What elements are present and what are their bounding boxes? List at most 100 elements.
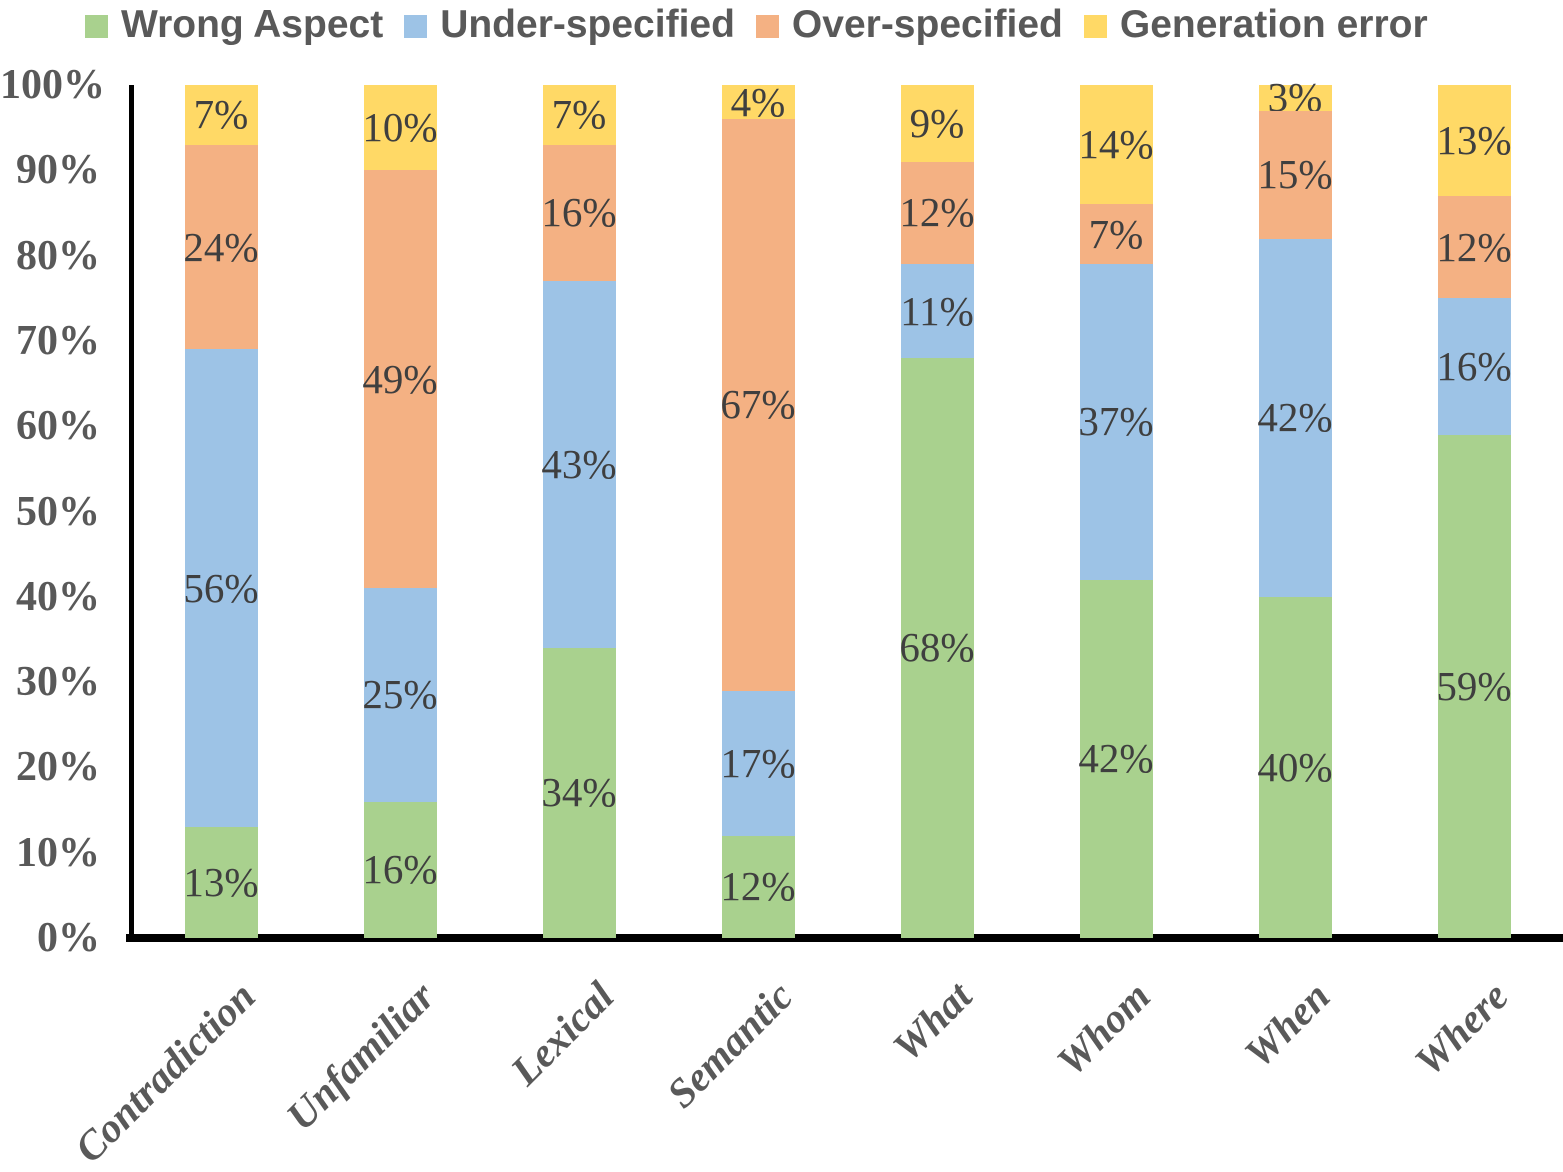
legend-label-over-specified: Over-specified xyxy=(791,3,1063,46)
segment-value-label: 7% xyxy=(193,91,249,138)
segment-value-label: 24% xyxy=(183,223,259,270)
segment-wrong-aspect-what: 68% xyxy=(899,357,975,938)
segment-value-label: 16% xyxy=(1436,342,1512,389)
x-label-whom: Whom xyxy=(1047,972,1160,1085)
x-label-lexical: Lexical xyxy=(501,972,623,1094)
segment-generation-error-lexical: 7% xyxy=(542,85,616,145)
legend-swatch-over-specified-icon xyxy=(755,15,779,38)
segment-value-label: 14% xyxy=(1078,121,1154,168)
y-tick-20-: 20% xyxy=(16,744,100,791)
segment-value-label: 68% xyxy=(899,624,975,671)
segment-wrong-aspect-where: 59% xyxy=(1436,434,1512,938)
segment-under-specified-contradiction: 56% xyxy=(183,349,259,828)
y-tick-50-: 50% xyxy=(16,488,100,535)
segment-over-specified-semantic: 67% xyxy=(720,119,796,691)
segment-value-label: 42% xyxy=(1078,735,1154,782)
bar-whom: 14% 7% 37% 42% xyxy=(1078,85,1154,938)
segment-under-specified-where: 16% xyxy=(1436,298,1512,435)
segment-wrong-aspect-semantic: 12% xyxy=(720,835,796,938)
segment-generation-error-when: 3% xyxy=(1258,77,1332,118)
segment-over-specified-when: 15% xyxy=(1257,110,1333,239)
segment-value-label: 13% xyxy=(183,859,259,906)
legend-label-under-specified: Under-specified xyxy=(440,3,735,46)
segment-over-specified-whom: 7% xyxy=(1079,204,1153,265)
segment-value-label: 43% xyxy=(541,441,617,488)
segment-value-label: 10% xyxy=(362,104,438,151)
bar-unfamiliar: 10% 49% 25% 16% xyxy=(362,85,438,938)
y-tick-0-: 0% xyxy=(37,915,100,961)
segment-value-label: 56% xyxy=(183,564,259,611)
segment-under-specified-unfamiliar: 25% xyxy=(362,588,438,802)
segment-generation-error-whom: 14% xyxy=(1078,85,1154,205)
segment-under-specified-what: 11% xyxy=(900,264,974,358)
legend-item-under-specified: Under-specified xyxy=(404,3,735,47)
segment-value-label: 16% xyxy=(362,846,438,893)
segment-value-label: 7% xyxy=(551,91,607,138)
x-label-where: Where xyxy=(1405,972,1518,1085)
segment-value-label: 7% xyxy=(1088,210,1144,257)
segment-value-label: 12% xyxy=(1436,223,1512,270)
segment-over-specified-what: 12% xyxy=(899,161,975,265)
legend-item-generation-error: Generation error xyxy=(1083,3,1428,47)
segment-under-specified-lexical: 43% xyxy=(541,281,617,648)
legend-item-wrong-aspect: Wrong Aspect xyxy=(85,3,383,47)
segment-over-specified-where: 12% xyxy=(1436,195,1512,299)
segment-value-label: 12% xyxy=(720,863,796,910)
y-tick-80-: 80% xyxy=(16,232,100,279)
segment-value-label: 15% xyxy=(1257,151,1333,198)
segment-over-specified-lexical: 16% xyxy=(541,144,617,282)
legend-swatch-wrong-aspect-icon xyxy=(85,15,108,38)
y-tick-40-: 40% xyxy=(16,573,100,620)
segment-wrong-aspect-lexical: 34% xyxy=(541,647,617,938)
x-label-when: When xyxy=(1234,972,1339,1077)
segment-wrong-aspect-whom: 42% xyxy=(1078,579,1154,938)
segment-value-label: 59% xyxy=(1436,662,1512,709)
segment-value-label: 13% xyxy=(1436,116,1512,163)
x-label-semantic: Semantic xyxy=(657,972,802,1117)
segment-generation-error-unfamiliar: 10% xyxy=(362,85,438,171)
segment-value-label: 17% xyxy=(720,739,796,786)
segment-under-specified-whom: 37% xyxy=(1078,264,1154,580)
segment-value-label: 49% xyxy=(362,355,438,402)
x-label-unfamiliar: Unfamiliar xyxy=(276,972,444,1139)
segment-value-label: 16% xyxy=(541,189,617,236)
segment-value-label: 40% xyxy=(1257,743,1333,790)
segment-wrong-aspect-contradiction: 13% xyxy=(183,827,259,938)
segment-value-label: 11% xyxy=(900,287,974,334)
y-tick-90-: 90% xyxy=(16,147,100,194)
segment-under-specified-when: 42% xyxy=(1257,238,1333,597)
bar-lexical: 7% 16% 43% 34% xyxy=(541,85,617,938)
segment-value-label: 9% xyxy=(909,99,965,146)
legend-swatch-under-specified-icon xyxy=(404,15,428,38)
segment-under-specified-semantic: 17% xyxy=(720,690,796,836)
segment-generation-error-contradiction: 7% xyxy=(184,85,258,145)
segment-generation-error-semantic: 4% xyxy=(721,81,795,122)
segment-wrong-aspect-when: 40% xyxy=(1257,596,1333,938)
legend-label-generation-error: Generation error xyxy=(1119,3,1428,46)
y-tick-70-: 70% xyxy=(16,317,100,364)
legend-label-wrong-aspect: Wrong Aspect xyxy=(121,3,384,46)
legend-swatch-generation-error-icon xyxy=(1083,15,1107,38)
y-axis-line xyxy=(129,85,134,942)
chart-legend: Wrong Aspect Under-specified Over-specifie… xyxy=(85,3,1428,47)
segment-value-label: 34% xyxy=(541,769,617,816)
segment-value-label: 25% xyxy=(362,671,438,718)
y-tick-60-: 60% xyxy=(16,403,100,450)
bar-where: 13% 12% 16% 59% xyxy=(1436,85,1512,938)
bar-semantic: 4% 67% 17% 12% xyxy=(720,81,796,938)
bar-contradiction: 7% 24% 56% 13% xyxy=(183,85,259,938)
segment-wrong-aspect-unfamiliar: 16% xyxy=(362,801,438,938)
segment-value-label: 37% xyxy=(1078,398,1154,445)
segment-over-specified-unfamiliar: 49% xyxy=(362,170,438,589)
segment-generation-error-what: 9% xyxy=(900,85,974,162)
bar-when: 3% 15% 42% 40% xyxy=(1257,77,1333,938)
y-tick-10-: 10% xyxy=(16,829,100,876)
bar-what: 9% 12% 11% 68% xyxy=(899,85,975,938)
segment-value-label: 42% xyxy=(1257,394,1333,441)
y-tick-100-: 100% xyxy=(0,62,105,108)
segment-value-label: 12% xyxy=(899,189,975,236)
segment-over-specified-contradiction: 24% xyxy=(183,144,259,350)
x-label-what: What xyxy=(883,972,981,1070)
segment-value-label: 4% xyxy=(730,78,786,125)
x-label-contradiction: Contradiction xyxy=(65,972,265,1172)
